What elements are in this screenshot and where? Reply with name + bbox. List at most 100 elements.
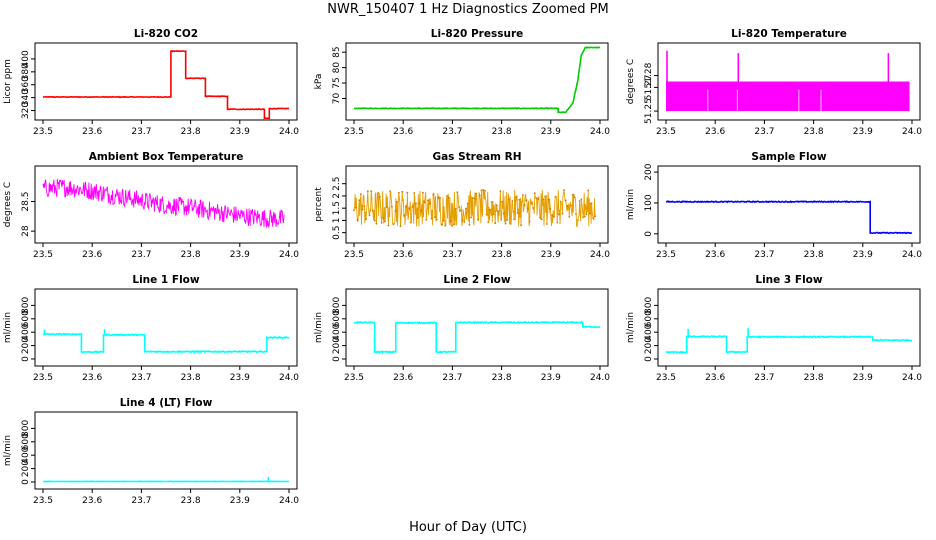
series-point <box>358 199 361 202</box>
series-point <box>496 204 498 207</box>
series-point <box>360 193 362 196</box>
y-tick-label: 51.28 <box>644 62 654 88</box>
x-tick-label: 24.0 <box>590 373 610 383</box>
x-tick-label: 23.5 <box>33 250 53 260</box>
series-line <box>354 46 601 114</box>
series-point <box>532 207 534 209</box>
series-line <box>42 178 285 229</box>
plot-frame <box>34 42 298 121</box>
y-tick-label: 380 <box>21 63 31 80</box>
y-axis-label: degrees C <box>3 182 13 227</box>
y-axis-label: ml/min <box>314 312 324 343</box>
x-tick-label: 23.6 <box>82 496 102 506</box>
y-axis-label: ml/min <box>3 312 13 343</box>
x-tick-label: 23.7 <box>442 250 462 260</box>
series-point <box>394 210 397 213</box>
panel-title: Li-820 Pressure <box>431 28 524 40</box>
series-point <box>415 202 417 205</box>
series-point <box>497 210 500 213</box>
y-tick-label: 800 <box>21 297 31 314</box>
panels: Li-820 CO2 23.5 23.6 23.7 23.8 23.9 24.0 320340… <box>3 28 922 506</box>
series-point <box>446 195 448 197</box>
x-tick-label: 23.5 <box>656 373 676 383</box>
series-point <box>570 204 572 207</box>
series-point <box>594 215 596 218</box>
series-point <box>577 219 579 221</box>
x-tick-label: 23.9 <box>230 496 250 506</box>
series-point <box>552 215 555 218</box>
series-point <box>430 217 433 220</box>
plot-frame <box>657 165 921 244</box>
y-axis-label: kPa <box>314 74 324 90</box>
x-tick-label: 23.9 <box>541 250 561 260</box>
series-point <box>408 207 410 210</box>
y-tick-label: 0 <box>644 356 654 362</box>
series-point <box>384 220 386 223</box>
panel-10: Line 4 (LT) Flow 23.5 23.6 23.7 23.8 23.9 24.0… <box>3 397 299 506</box>
x-tick-label: 24.0 <box>902 127 922 137</box>
y-tick-label: 28.5 <box>21 192 31 212</box>
y-tick-label: 51.25 <box>644 98 654 124</box>
x-tick-label: 23.8 <box>181 496 201 506</box>
y-tick-label: 85 <box>332 46 342 57</box>
x-tick-label: 23.9 <box>230 127 250 137</box>
series-point <box>466 202 469 205</box>
series-point <box>589 212 591 215</box>
series-line <box>666 200 913 235</box>
series-point <box>566 204 569 207</box>
series-point <box>558 213 560 216</box>
y-tick-label: 800 <box>644 297 654 314</box>
plot-area <box>42 329 290 354</box>
series-point <box>423 201 426 204</box>
y-tick-label: 800 <box>332 297 342 314</box>
series-point <box>449 220 452 223</box>
panel-title: Line 4 (LT) Flow <box>120 397 213 409</box>
x-tick-label: 23.6 <box>393 373 413 383</box>
x-tick-label: 23.9 <box>853 250 873 260</box>
y-tick-label: 0.5 <box>332 225 342 239</box>
series-point <box>549 207 552 210</box>
series-point <box>428 202 431 205</box>
panel-1: Li-820 CO2 23.5 23.6 23.7 23.8 23.9 24.0 320340… <box>3 28 299 137</box>
series-point <box>540 218 543 221</box>
y-axis-label: degrees C <box>626 59 636 104</box>
series-point <box>590 202 593 205</box>
x-tick-label: 23.7 <box>442 127 462 137</box>
series-point <box>413 192 416 194</box>
plot-area <box>353 188 596 228</box>
panel-2: Li-820 Pressure 23.5 23.6 23.7 23.8 23.9 24.0 7… <box>314 28 610 137</box>
x-tick-label: 23.6 <box>82 250 102 260</box>
series-point <box>554 195 557 198</box>
series-point <box>485 213 488 216</box>
y-tick-label: 360 <box>21 76 31 93</box>
x-tick-label: 23.8 <box>181 127 201 137</box>
x-tick-label: 23.7 <box>754 250 774 260</box>
y-tick-label: 80 <box>332 62 342 74</box>
series-point <box>547 198 550 201</box>
series-point <box>585 213 588 216</box>
x-tick-label: 23.8 <box>804 127 824 137</box>
plot-frame <box>657 42 921 121</box>
series-point <box>406 191 409 194</box>
series-point <box>463 221 466 223</box>
y-tick-label: 800 <box>21 420 31 437</box>
series-point <box>492 213 495 216</box>
panel-9: Line 3 Flow 23.5 23.6 23.7 23.8 23.9 24.0 0 2004… <box>626 274 922 383</box>
x-tick-label: 23.5 <box>344 127 364 137</box>
series-point <box>434 216 436 219</box>
series-point <box>385 206 388 209</box>
series-point <box>504 222 507 225</box>
x-tick-label: 24.0 <box>279 127 299 137</box>
y-axis-label: percent <box>314 187 324 222</box>
x-tick-label: 23.7 <box>754 373 774 383</box>
plot-area <box>665 328 913 354</box>
series-point <box>501 200 503 203</box>
series-point <box>473 197 476 200</box>
series-point <box>440 223 443 226</box>
x-tick-label: 23.5 <box>656 250 676 260</box>
series-point <box>366 190 369 193</box>
x-tick-label: 23.8 <box>492 250 512 260</box>
x-tick-label: 23.5 <box>344 373 364 383</box>
x-tick-label: 23.8 <box>492 127 512 137</box>
series-point <box>544 195 546 198</box>
